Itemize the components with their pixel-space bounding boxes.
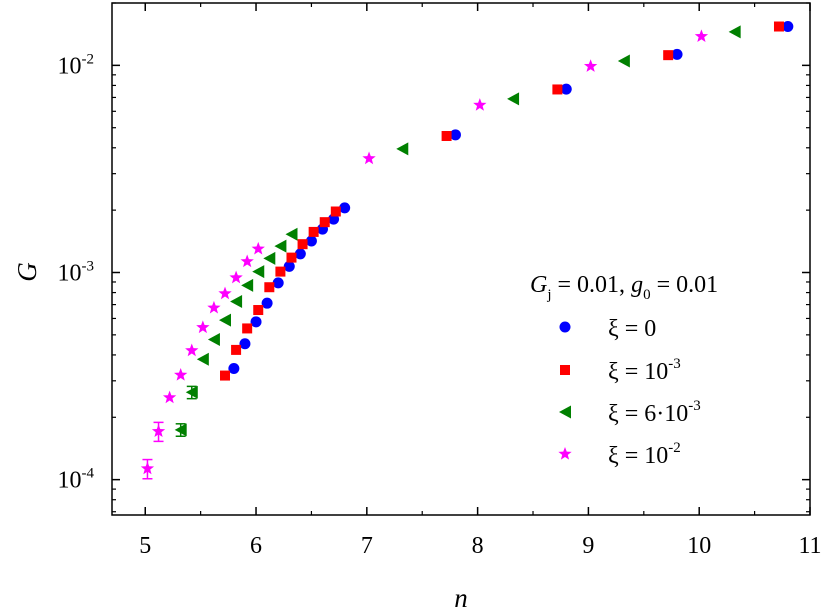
data-point (174, 368, 188, 381)
data-point (728, 25, 741, 39)
legend-marker (559, 321, 571, 333)
data-point (274, 239, 287, 253)
data-point (207, 300, 221, 314)
data-point (305, 235, 317, 247)
data-point (240, 254, 254, 268)
legend-marker (558, 447, 572, 460)
data-point (207, 332, 220, 346)
x-tick-label: 8 (472, 533, 484, 559)
legend-marker (559, 405, 571, 419)
legend-label: ξ = 10-2 (608, 440, 681, 469)
data-point (583, 59, 598, 72)
y-axis-label: G (12, 262, 42, 282)
data-point (196, 320, 210, 334)
data-point (220, 370, 231, 381)
y-tick-label: 10-2 (58, 51, 95, 79)
series-2 (174, 25, 741, 437)
y-tick-label: 10-3 (58, 258, 95, 286)
series-0 (228, 21, 794, 374)
data-point (339, 202, 351, 214)
legend-label: ξ = 0 (608, 316, 656, 342)
legend-title: Gj = 0.01, g0 = 0.01 (530, 272, 718, 303)
data-point (308, 226, 319, 237)
data-point (330, 206, 341, 217)
legend-entry: ξ = 10-3 (560, 356, 681, 385)
data-point (773, 21, 784, 32)
legend-marker (560, 365, 570, 375)
data-point (230, 295, 243, 309)
data-point (231, 344, 242, 355)
data-point (263, 251, 276, 265)
data-point (219, 313, 232, 327)
data-point (140, 461, 155, 475)
data-point (264, 282, 275, 293)
legend-entry: ξ = 10-2 (558, 440, 681, 469)
plot-frame (111, 2, 811, 516)
data-point (229, 270, 243, 284)
x-axis-label: n (454, 583, 468, 613)
data-point (261, 297, 273, 309)
data-point (174, 423, 187, 437)
data-point (441, 130, 452, 141)
data-point (663, 50, 674, 61)
data-point (294, 248, 306, 260)
x-tick-label: 5 (139, 533, 151, 559)
data-point (242, 323, 253, 334)
data-point (552, 84, 563, 95)
data-point (151, 424, 166, 438)
data-point (473, 98, 487, 111)
data-point (285, 227, 298, 241)
series-3 (140, 29, 709, 480)
data-point (196, 352, 209, 366)
data-point (396, 142, 409, 156)
data-point (251, 241, 265, 255)
data-point (252, 265, 265, 279)
legend-entry: ξ = 6·10-3 (559, 398, 701, 427)
data-point (253, 305, 264, 316)
data-point (362, 151, 376, 165)
data-point (228, 362, 240, 374)
data-point (507, 92, 520, 106)
x-tick-label: 11 (798, 533, 821, 559)
data-point (283, 260, 295, 272)
data-point (239, 338, 251, 350)
data-point (694, 29, 709, 43)
data-point (185, 385, 198, 399)
x-tick-label: 7 (361, 533, 373, 559)
data-point (250, 316, 262, 328)
data-point (241, 278, 254, 292)
data-point (286, 252, 297, 263)
data-point (782, 21, 794, 33)
legend-entry: ξ = 0 (559, 316, 656, 342)
series-1 (220, 21, 784, 381)
data-marks (140, 21, 794, 480)
data-point (319, 217, 330, 228)
legend-label: ξ = 6·10-3 (608, 398, 701, 427)
x-tick-label: 10 (687, 533, 711, 559)
data-point (617, 54, 630, 68)
data-point (671, 48, 683, 60)
y-tick-labels: 10-4 10-3 10-2 (58, 51, 95, 493)
legend: Gj = 0.01, g0 = 0.01 ξ = 0 ξ = 10-3 ξ = 6·… (530, 272, 718, 469)
legend-entries: ξ = 0 ξ = 10-3 ξ = 6·10-3 ξ = 10-2 (558, 316, 701, 469)
data-point (218, 286, 232, 300)
data-point (560, 83, 572, 95)
legend-label: ξ = 10-3 (608, 356, 681, 385)
data-point (185, 343, 199, 357)
x-tick-label: 9 (582, 533, 594, 559)
data-point (162, 390, 177, 404)
data-point (275, 266, 286, 277)
axis-ticks (112, 2, 811, 515)
data-point (449, 129, 461, 141)
x-tick-label: 6 (250, 533, 262, 559)
x-tick-labels: 5 6 7 8 9 10 11 (139, 533, 821, 559)
y-tick-label: 10-4 (58, 466, 95, 494)
data-point (297, 239, 308, 250)
data-point (272, 277, 284, 289)
